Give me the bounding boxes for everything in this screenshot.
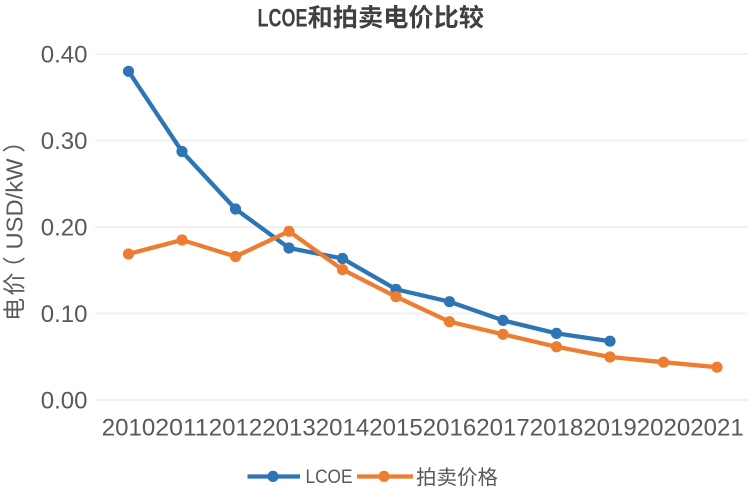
svg-text:2014: 2014 [316,414,369,441]
svg-text:2012: 2012 [209,414,262,441]
svg-text:LCOE: LCOE [306,466,353,488]
svg-text:2013: 2013 [262,414,315,441]
svg-text:2015: 2015 [369,414,422,441]
svg-text:2019: 2019 [583,414,636,441]
svg-text:2018: 2018 [530,414,583,441]
svg-text:0.20: 0.20 [41,215,88,242]
svg-text:0.00: 0.00 [41,388,88,415]
svg-text:2011: 2011 [155,414,208,441]
svg-text:2010: 2010 [102,414,155,441]
svg-text:0.40: 0.40 [41,42,88,69]
svg-text:2017: 2017 [476,414,529,441]
svg-text:2016: 2016 [423,414,476,441]
svg-text:2020: 2020 [637,414,690,441]
svg-text:LCOE: LCOE [258,4,308,32]
svg-text:2021: 2021 [690,414,743,441]
svg-text:USD/kW: USD/kW [2,158,28,249]
svg-text:0.10: 0.10 [41,301,88,328]
svg-text:0.30: 0.30 [41,128,88,155]
